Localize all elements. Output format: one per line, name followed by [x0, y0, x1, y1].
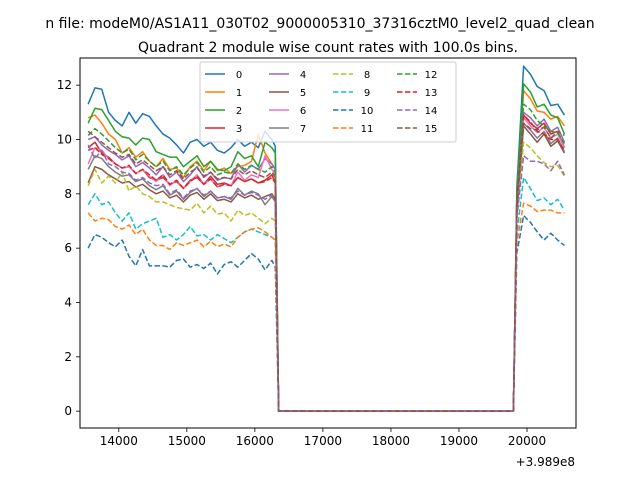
axes-title: Quadrant 2 module wise count rates with …: [138, 40, 518, 56]
x-tick-label: 14000: [100, 434, 138, 448]
legend-label-9: 9: [364, 88, 370, 99]
y-tick-label: 2: [64, 350, 72, 364]
series-line-15: [87, 122, 565, 412]
legend-label-6: 6: [300, 106, 306, 117]
plot-frame: [79, 57, 577, 429]
legend-label-14: 14: [425, 106, 438, 117]
x-tick-label: 19000: [440, 434, 478, 448]
legend-label-10: 10: [361, 106, 374, 117]
x-offset-label: +3.989e8: [516, 455, 575, 469]
series-layer: [87, 65, 566, 412]
x-tick-label: 15000: [168, 434, 206, 448]
y-tick-label: 6: [64, 241, 72, 255]
y-tick-label: 10: [57, 132, 72, 146]
x-tick-label: 20000: [508, 434, 546, 448]
legend-label-7: 7: [300, 124, 306, 135]
ticks-layer: 14000 15000 16000 17000 18000 19000 20000 0 2 4 6 8…: [57, 78, 546, 448]
y-tick-label: 12: [57, 78, 72, 92]
figure-suptitle: n file: modeM0/AS1A11_030T02_9000005310_…: [45, 16, 594, 32]
x-tick-label: 16000: [236, 434, 274, 448]
legend-label-5: 5: [300, 88, 306, 99]
legend-label-13: 13: [425, 88, 438, 99]
legend-label-0: 0: [236, 70, 242, 81]
legend-label-1: 1: [236, 88, 242, 99]
legend-box: [199, 61, 457, 143]
x-tick-label: 17000: [304, 434, 342, 448]
y-tick-label: 8: [64, 187, 72, 201]
x-tick-label: 18000: [372, 434, 410, 448]
legend-label-3: 3: [236, 124, 242, 135]
legend-label-11: 11: [361, 124, 374, 135]
y-tick-label: 0: [64, 404, 72, 418]
legend-label-8: 8: [364, 70, 370, 81]
legend-label-15: 15: [425, 124, 438, 135]
y-tick-label: 4: [64, 295, 72, 309]
legend-label-4: 4: [300, 70, 306, 81]
legend-label-2: 2: [236, 106, 242, 117]
series-line-14: [87, 144, 566, 412]
legend-label-12: 12: [425, 70, 438, 81]
